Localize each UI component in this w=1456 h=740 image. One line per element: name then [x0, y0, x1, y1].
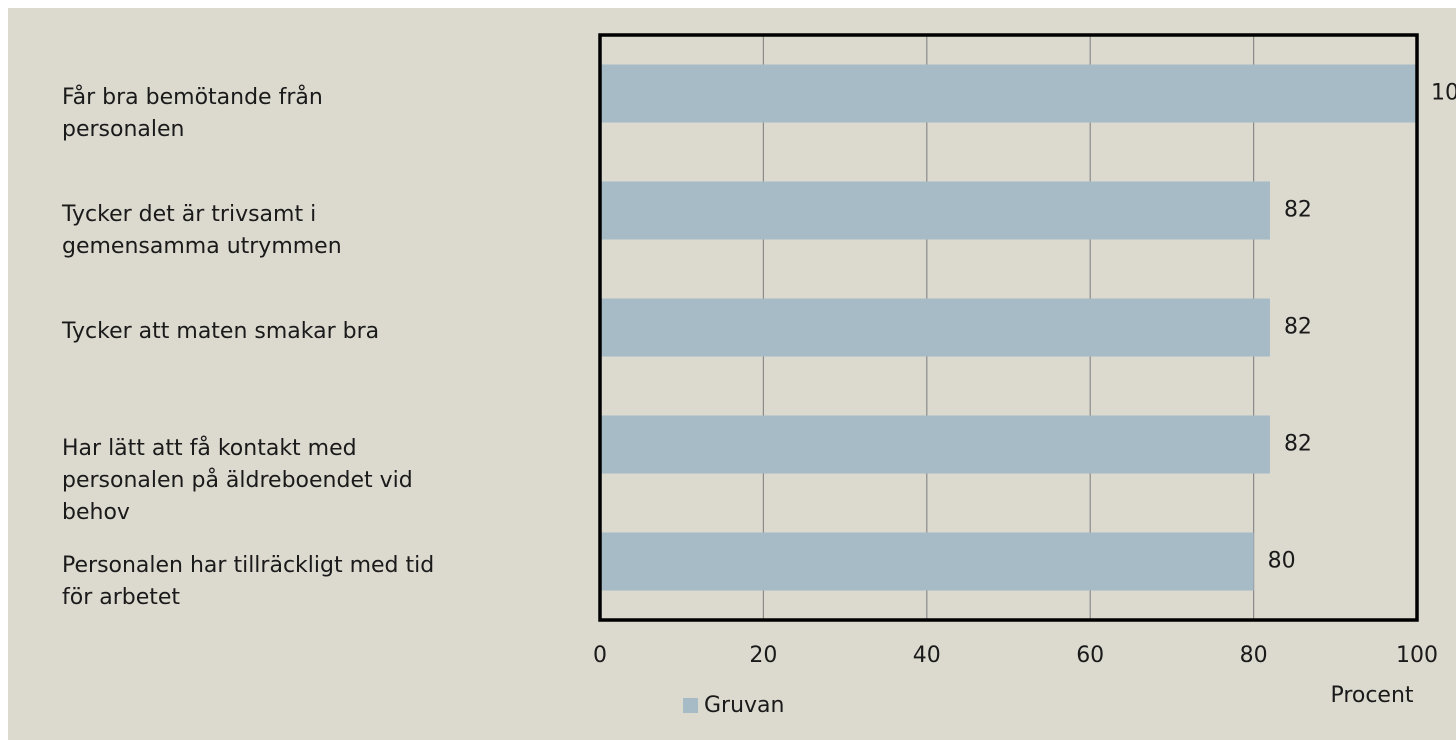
x-tick-label: 40: [913, 643, 941, 668]
legend-label: Gruvan: [704, 693, 784, 718]
x-axis-label: Procent: [1330, 683, 1413, 708]
x-tick-label: 20: [749, 643, 777, 668]
legend-swatch: [683, 698, 698, 713]
bar: [600, 532, 1254, 591]
category-label: Personalen har tillräckligt med tid för …: [62, 552, 435, 610]
value-label: 100: [1431, 81, 1456, 106]
chart-background: 0 20 40 60 80 100 100 82 82 82 80 Gruvan Procent Får…: [8, 8, 1456, 740]
value-label: 82: [1284, 198, 1312, 223]
value-label: 80: [1268, 549, 1296, 574]
value-label: 82: [1284, 315, 1312, 340]
bar: [600, 64, 1417, 123]
category-label: Får bra bemötande från personalen: [62, 84, 323, 142]
category-label: Tycker att maten smakar bra: [62, 318, 380, 344]
bar: [600, 181, 1270, 240]
category-label: Tycker det är trivsamt i gemensamma utry…: [62, 201, 342, 259]
bar: [600, 415, 1270, 474]
x-tick-label: 80: [1240, 643, 1268, 668]
x-tick-label: 100: [1396, 643, 1438, 668]
x-tick-label: 0: [593, 643, 607, 668]
value-label: 82: [1284, 432, 1312, 457]
bar: [600, 298, 1270, 357]
category-label: Har lätt att få kontakt med personalen p…: [62, 435, 413, 525]
x-tick-label: 60: [1076, 643, 1104, 668]
plot-border: [598, 33, 1419, 622]
chart: 0 20 40 60 80 100 100 82 82 82 80 Gruvan Procent: [593, 33, 1456, 718]
